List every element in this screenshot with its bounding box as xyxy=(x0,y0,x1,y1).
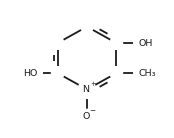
Circle shape xyxy=(80,109,94,124)
Circle shape xyxy=(110,67,122,79)
Text: −: − xyxy=(89,108,96,114)
Circle shape xyxy=(78,81,96,98)
Text: +: + xyxy=(90,81,96,87)
Circle shape xyxy=(52,67,64,79)
Text: CH₃: CH₃ xyxy=(138,69,156,78)
Text: HO: HO xyxy=(23,69,37,78)
Text: OH: OH xyxy=(138,39,153,48)
Text: O: O xyxy=(83,112,90,121)
Circle shape xyxy=(110,37,122,49)
Text: N: N xyxy=(82,85,89,94)
